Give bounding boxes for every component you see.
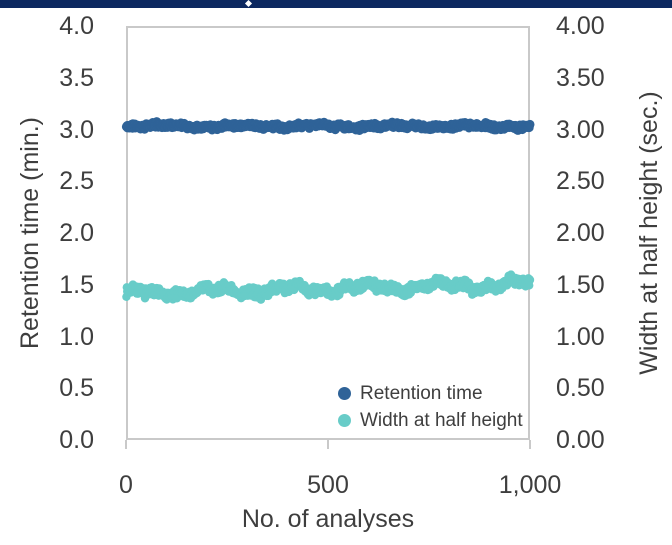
y-tick-label-right: 1.00 [556,322,605,351]
y-tick-label-right: 2.00 [556,219,605,247]
y-tick-label-left: 0.0 [59,426,94,454]
y-tick-label-left: 0.5 [59,374,94,403]
x-axis-title: No. of analyses [241,505,415,533]
white-diamond-icon [244,0,253,8]
y-tick-label-left: 1.5 [59,270,94,299]
x-tick-label: 1,000 [498,471,562,499]
x-tick-mark [529,440,531,449]
y-tick-label-left: 2.5 [59,167,94,196]
y-tick-label-right: 2.50 [556,167,605,196]
y-tick-label-left: 2.0 [59,219,94,247]
y-tick-label-right: 1.50 [556,270,605,299]
legend: Retention time Width at half height [338,380,523,434]
x-tick-label: 500 [307,471,349,499]
y-tick-label-left: 4.0 [59,12,94,40]
top-bar [0,0,672,8]
legend-item: Width at half height [338,407,523,434]
legend-item: Retention time [338,380,523,407]
y-tick-label-right: 0.00 [556,426,605,454]
y-tick-label-right: 0.50 [556,374,605,403]
plot-area [126,26,530,440]
y-axis-left-title: Retention time (min.) [16,116,44,350]
legend-circle-marker-icon [338,414,351,427]
y-tick-label-left: 3.0 [59,115,94,144]
x-tick-label: 0 [119,471,133,499]
y-tick-label-left: 3.5 [59,63,94,92]
y-tick-label-right: 3.00 [556,115,605,144]
legend-item-label: Width at half height [360,409,523,431]
x-tick-mark [125,440,127,449]
y-tick-label-right: 4.00 [556,12,605,40]
x-tick-mark [327,440,329,449]
y-tick-label-right: 3.50 [556,63,605,92]
y-axis-right-title: Width at half height (sec.) [635,91,663,375]
legend-item-label: Retention time [360,382,483,404]
legend-circle-marker-icon [338,387,351,400]
y-tick-label-left: 1.0 [59,322,94,351]
